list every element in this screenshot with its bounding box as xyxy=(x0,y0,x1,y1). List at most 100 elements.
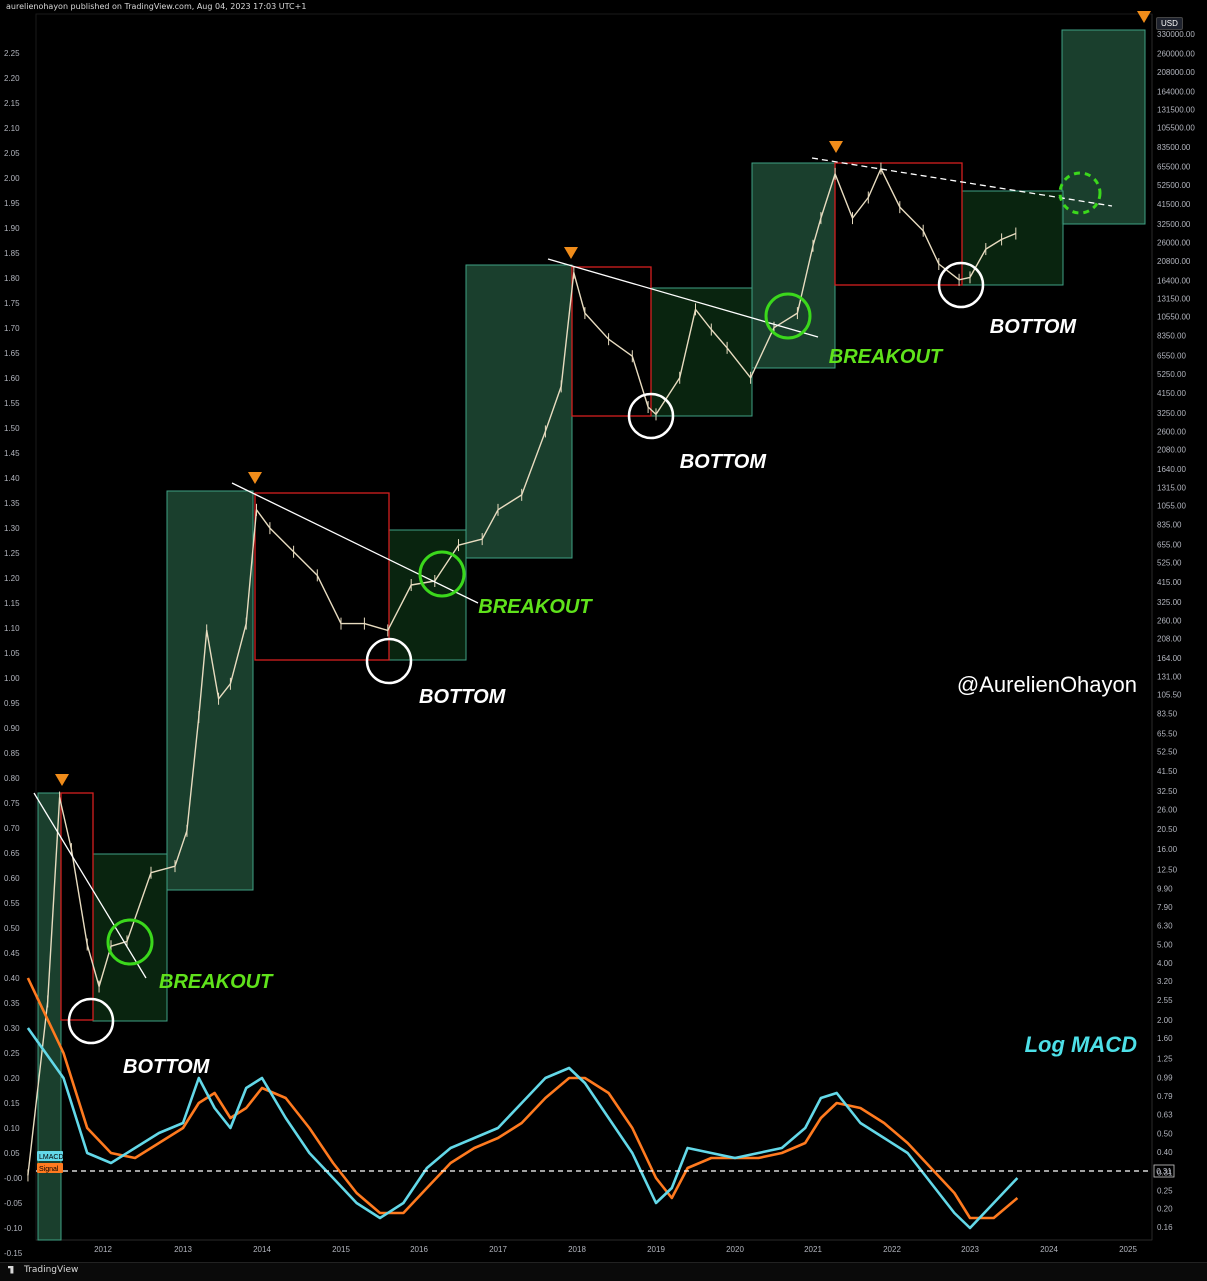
left-axis-tick: 2.00 xyxy=(4,174,20,183)
left-axis-tick: 0.25 xyxy=(4,1049,20,1058)
left-axis-tick: 1.25 xyxy=(4,549,20,558)
left-axis-tick: 0.65 xyxy=(4,849,20,858)
left-axis-tick: 0.30 xyxy=(4,1024,20,1033)
right-axis-tick: 9.90 xyxy=(1157,885,1173,894)
right-axis-tick: 52.50 xyxy=(1157,748,1178,757)
cycle-top-marker xyxy=(829,141,843,153)
cycle-box xyxy=(751,162,836,369)
time-axis-tick: 2021 xyxy=(804,1245,822,1254)
right-axis-tick: 2080.00 xyxy=(1157,446,1186,455)
left-axis-tick: 0.60 xyxy=(4,874,20,883)
legend-label: Signal xyxy=(39,1166,59,1173)
left-axis-tick: 1.60 xyxy=(4,374,20,383)
right-axis-tick: 6550.00 xyxy=(1157,352,1186,361)
right-axis-tick: 10550.00 xyxy=(1157,313,1191,322)
right-axis-tick: 41500.00 xyxy=(1157,200,1191,209)
left-axis-tick: 0.95 xyxy=(4,699,20,708)
time-axis-tick: 2016 xyxy=(410,1245,428,1254)
cycle-box xyxy=(92,853,168,1022)
left-axis-tick: 1.95 xyxy=(4,199,20,208)
right-axis-tick: 1.25 xyxy=(1157,1054,1173,1063)
right-axis-tick: 0.20 xyxy=(1157,1205,1173,1214)
right-axis-tick: 12.50 xyxy=(1157,865,1178,874)
right-axis-tick: 0.50 xyxy=(1157,1130,1173,1139)
left-axis-tick: 1.65 xyxy=(4,349,20,358)
left-axis-tick: -0.00 xyxy=(4,1174,23,1183)
right-axis-tick: 16.00 xyxy=(1157,845,1178,854)
price-series-layer xyxy=(27,162,1017,1182)
right-axis-tick: 26.00 xyxy=(1157,805,1178,814)
left-axis-tick: 0.05 xyxy=(4,1149,20,1158)
bear-box xyxy=(834,162,963,286)
right-axis-tick: 1315.00 xyxy=(1157,483,1186,492)
breakout-circle xyxy=(418,550,466,598)
annotation-label: BOTTOM xyxy=(680,451,768,473)
legend-swatch xyxy=(37,1151,63,1161)
tradingview-logo[interactable]: TradingView xyxy=(8,1265,78,1275)
right-axis-tick: 835.00 xyxy=(1157,521,1182,530)
right-axis-tick: 1055.00 xyxy=(1157,501,1186,510)
left-axis-tick: 0.85 xyxy=(4,749,20,758)
left-axis-tick: 0.90 xyxy=(4,724,20,733)
left-axis-tick: 0.20 xyxy=(4,1074,20,1083)
right-axis-tick: 32500.00 xyxy=(1157,220,1191,229)
grid-layer xyxy=(35,13,1153,1241)
left-axis-tick: 0.75 xyxy=(4,799,20,808)
cycle-box xyxy=(166,490,254,891)
time-axis-tick: 2019 xyxy=(647,1245,665,1254)
right-axis-tick: 83500.00 xyxy=(1157,143,1191,152)
left-axis-tick: 1.75 xyxy=(4,299,20,308)
breakout-circle xyxy=(764,292,812,340)
bottom-circle xyxy=(365,637,413,685)
annotation-label: BREAKOUT xyxy=(829,346,944,368)
left-axis-tick: 1.00 xyxy=(4,674,20,683)
right-axis-tick: 131.00 xyxy=(1157,673,1182,682)
right-axis-tick: 4150.00 xyxy=(1157,389,1186,398)
axes-layer: 2.25 2.20 2.15 2.10 2.05 2.00 1.95 1.90 1.85 1.80… xyxy=(4,30,1195,1258)
left-axis-tick: 0.80 xyxy=(4,774,20,783)
left-axis-tick: 1.20 xyxy=(4,574,20,583)
right-axis-tick: 3.20 xyxy=(1157,977,1173,986)
cycle-box xyxy=(388,529,467,661)
bottom-circle xyxy=(627,392,675,440)
right-axis-tick: 0.99 xyxy=(1157,1073,1173,1082)
annotation-label: BOTTOM xyxy=(990,316,1078,338)
watermark: @AurelienOhayon xyxy=(957,672,1137,697)
left-axis-tick: 0.70 xyxy=(4,824,20,833)
left-axis-tick: 1.45 xyxy=(4,449,20,458)
time-axis-tick: 2023 xyxy=(961,1245,979,1254)
right-axis-tick: 2600.00 xyxy=(1157,427,1186,436)
macd-panel-label: Log MACD xyxy=(1025,1032,1138,1057)
right-axis-tick: 655.00 xyxy=(1157,541,1182,550)
left-axis-tick: 0.35 xyxy=(4,999,20,1008)
legend-swatch xyxy=(37,1163,63,1173)
right-axis-tick: 0.25 xyxy=(1157,1186,1173,1195)
left-axis-tick: 1.10 xyxy=(4,624,20,633)
currency-badge[interactable]: USD xyxy=(1156,17,1183,30)
legend-label: LMACD xyxy=(39,1154,64,1161)
right-axis-tick: 208000.00 xyxy=(1157,68,1195,77)
right-axis-tick: 164000.00 xyxy=(1157,87,1195,96)
right-axis-tick: 26000.00 xyxy=(1157,238,1191,247)
tradingview-icon xyxy=(8,1265,14,1274)
right-axis-tick: 131500.00 xyxy=(1157,105,1195,114)
right-axis-tick: 65500.00 xyxy=(1157,163,1191,172)
left-axis-tick: 0.50 xyxy=(4,924,20,933)
left-axis-tick: 2.10 xyxy=(4,124,20,133)
cycle-box xyxy=(1061,29,1146,225)
left-axis-tick: -0.05 xyxy=(4,1199,23,1208)
right-axis-tick: 0.63 xyxy=(1157,1111,1173,1120)
time-axis-tick: 2013 xyxy=(174,1245,192,1254)
right-axis-tick: 65.50 xyxy=(1157,729,1178,738)
right-axis-tick: 32.50 xyxy=(1157,787,1178,796)
right-axis-tick: 330000.00 xyxy=(1157,30,1195,39)
right-axis-tick: 105500.00 xyxy=(1157,124,1195,133)
right-axis-tick: 83.50 xyxy=(1157,710,1178,719)
bottom-circle xyxy=(937,261,985,309)
right-axis-tick: 164.00 xyxy=(1157,654,1182,663)
time-axis-tick: 2022 xyxy=(883,1245,901,1254)
time-axis-tick: 2012 xyxy=(94,1245,112,1254)
right-axis-tick: 1640.00 xyxy=(1157,465,1186,474)
right-axis-tick: 13150.00 xyxy=(1157,294,1191,303)
